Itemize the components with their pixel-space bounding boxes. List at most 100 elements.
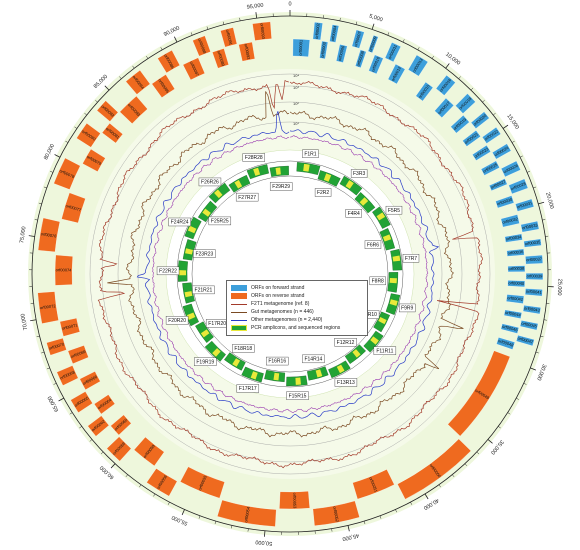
scale-label: 50,000 [255, 538, 272, 546]
orf-block [37, 291, 59, 324]
amplicon-label: F24R24 [171, 220, 189, 226]
legend-pcr-swatch [231, 325, 247, 331]
amplicon-label-box [156, 266, 180, 276]
amplicon-label: F23R23 [195, 251, 213, 257]
scale-label: 90,000 [163, 25, 181, 38]
orf-block [495, 195, 515, 209]
sequenced-region [352, 349, 361, 358]
orf-block [472, 145, 491, 161]
orf-block [94, 394, 116, 415]
scale-tick [527, 170, 531, 173]
orf-label: orf00006 [337, 44, 346, 61]
orf-block [217, 499, 277, 527]
legend-gut-line [231, 311, 247, 313]
orf-block [54, 254, 73, 286]
scale-tick [28, 235, 35, 237]
scale-tick [160, 47, 163, 50]
orf-label: orf00035 [524, 239, 541, 246]
legend-reverse-swatch [231, 293, 247, 299]
orf-block [504, 233, 523, 243]
coverage-scale-label: 10¹ [293, 121, 299, 126]
amplicon-label: F2R2 [317, 190, 329, 196]
coverage-track: 10⁴ 10³ 10² 10¹ [89, 73, 491, 475]
orf-label: orf00009 [368, 35, 378, 52]
sequenced-region [359, 197, 369, 206]
orf-label: orf00034 [505, 234, 522, 242]
orf-block [415, 81, 434, 102]
orf-block [434, 97, 454, 118]
orf-block [61, 192, 86, 224]
orf-block [157, 50, 181, 74]
orf-label: orf00041 [526, 289, 543, 295]
amplicon-label-box [286, 391, 309, 400]
pcr-amplicon-track: F1R1 F2R2 F3R3 F4R4 F5R5 F6R6 F7R7 F8R8 F9R9 F10R… [156, 149, 420, 400]
amplicon-label-box [385, 205, 403, 215]
scale-tick [402, 39, 405, 43]
scale-label: 65,000 [47, 395, 60, 413]
scale-tick [34, 219, 38, 221]
scale-tick [493, 112, 496, 116]
scale-tick [58, 397, 65, 402]
scale-tick [125, 474, 128, 478]
orf-block [408, 54, 429, 77]
scale-tick [43, 186, 47, 189]
orf-block [500, 323, 519, 334]
orf-block [87, 415, 110, 437]
orf-block [76, 123, 101, 148]
orf-block [496, 337, 516, 350]
scale-tick [79, 426, 82, 429]
coverage-grid-circle [137, 121, 443, 427]
scale-label: 5,000 [368, 13, 383, 23]
amplicon-label-box [334, 338, 357, 347]
scale-tick [535, 351, 539, 354]
amplicon-label-box [345, 209, 362, 218]
orf-block [252, 21, 272, 41]
scale-tick [69, 412, 73, 415]
orf-block [352, 469, 395, 500]
sequenced-region [200, 329, 210, 338]
scale-tick [153, 493, 156, 497]
scale-tick [538, 201, 545, 205]
scale-label: 55,000 [171, 514, 189, 526]
legend-other-label: Other metagenomes (n = 2,440) [251, 317, 323, 323]
legend-other: Other metagenomes (n = 2,440) [231, 316, 363, 324]
orf-block [37, 217, 61, 253]
orf-label: orf00010 [370, 55, 381, 72]
orf-block [292, 38, 310, 57]
sequenced-region [392, 255, 401, 262]
orf-block [79, 371, 101, 390]
scale-label: 70,000 [20, 313, 29, 331]
sequenced-region [275, 167, 281, 175]
orf-block [182, 57, 205, 81]
amplicon-label-box [369, 276, 386, 286]
amplicon-label: F15R15 [289, 393, 307, 399]
amplicon-label: F22R22 [159, 268, 177, 274]
amplicon-label: F19R19 [196, 359, 214, 365]
scale-label: 0 [288, 1, 291, 7]
scale-tick [30, 319, 37, 322]
orf-block [59, 317, 81, 337]
sequenced-region [202, 208, 211, 217]
orf-label: orf00032 [502, 216, 519, 225]
scale-tick [255, 12, 258, 19]
orf-label: orf00002 [314, 22, 321, 39]
scale-label: 75,000 [19, 226, 27, 244]
orf-label: orf00072 [40, 303, 57, 310]
amplicon-label: F3R3 [353, 171, 365, 177]
background-rings [28, 12, 552, 536]
coverage-grid-circle [89, 73, 491, 475]
scale-tick [173, 36, 178, 43]
amplicon-label-box [194, 357, 217, 366]
amplicon-label-box [193, 249, 216, 258]
scale-label: 40,000 [422, 497, 439, 511]
scale-tick [54, 154, 61, 158]
orf-block [312, 500, 360, 526]
scale-tick [206, 26, 209, 30]
orf-block [336, 44, 348, 63]
scale-tick [476, 451, 480, 455]
amplicon-label-box [266, 356, 289, 366]
scale-tick [540, 335, 544, 338]
orf-label: orf00069 [70, 349, 87, 360]
orf-label: orf00008 [355, 50, 365, 67]
